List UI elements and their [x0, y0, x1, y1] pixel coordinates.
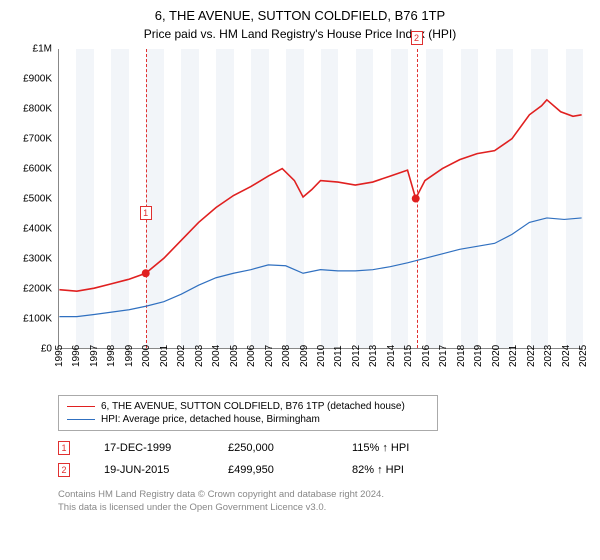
x-tick-label: 2023 [543, 345, 554, 367]
legend-row: 6, THE AVENUE, SUTTON COLDFIELD, B76 1TP… [67, 400, 429, 413]
y-tick-label: £700K [23, 133, 52, 144]
x-axis: 1995199619971998199920002001200220032004… [58, 351, 582, 389]
x-tick-label: 2007 [264, 345, 275, 367]
x-tick-label: 2016 [421, 345, 432, 367]
x-tick-label: 2013 [368, 345, 379, 367]
y-tick-label: £400K [23, 223, 52, 234]
x-tick-label: 2010 [316, 345, 327, 367]
x-tick-label: 1999 [124, 345, 135, 367]
y-tick-label: £200K [23, 283, 52, 294]
x-tick-label: 1996 [71, 345, 82, 367]
x-tick-label: 2004 [211, 345, 222, 367]
x-tick-label: 1997 [89, 345, 100, 367]
x-tick-label: 2025 [578, 345, 589, 367]
y-tick-label: £500K [23, 193, 52, 204]
x-tick-label: 2014 [386, 345, 397, 367]
sale-marker-dot [412, 194, 420, 202]
plot-area: 12 [58, 49, 582, 349]
x-tick-label: 2017 [438, 345, 449, 367]
y-tick-label: £100K [23, 313, 52, 324]
y-tick-label: £800K [23, 103, 52, 114]
y-tick-label: £900K [23, 73, 52, 84]
sale-row-marker: 1 [58, 441, 70, 455]
x-tick-label: 2008 [281, 345, 292, 367]
footer-attribution: Contains HM Land Registry data © Crown c… [58, 489, 588, 515]
sale-price: £250,000 [228, 442, 318, 454]
legend: 6, THE AVENUE, SUTTON COLDFIELD, B76 1TP… [58, 395, 438, 431]
x-tick-label: 2006 [246, 345, 257, 367]
chart-container: 6, THE AVENUE, SUTTON COLDFIELD, B76 1TP… [0, 0, 600, 560]
x-tick-label: 2000 [141, 345, 152, 367]
sale-row: 1 17-DEC-1999 £250,000 115% ↑ HPI [58, 437, 588, 459]
sale-marker-label: 2 [411, 31, 423, 45]
sales-table: 1 17-DEC-1999 £250,000 115% ↑ HPI 2 19-JUN-20… [58, 437, 588, 481]
sale-price: £499,950 [228, 464, 318, 476]
y-tick-label: £1M [33, 43, 52, 54]
x-tick-label: 2018 [456, 345, 467, 367]
sale-marker-dot [142, 269, 150, 277]
x-tick-label: 1998 [106, 345, 117, 367]
y-tick-label: £300K [23, 253, 52, 264]
y-axis: £0£100K£200K£300K£400K£500K£600K£700K£80… [12, 49, 56, 349]
x-tick-label: 2015 [403, 345, 414, 367]
sale-row-marker: 2 [58, 463, 70, 477]
x-tick-label: 2020 [491, 345, 502, 367]
footer-line-2: This data is licensed under the Open Gov… [58, 502, 588, 515]
x-tick-label: 2001 [159, 345, 170, 367]
chart-title: 6, THE AVENUE, SUTTON COLDFIELD, B76 1TP [12, 8, 588, 25]
y-tick-label: £600K [23, 163, 52, 174]
x-tick-label: 2009 [299, 345, 310, 367]
footer-line-1: Contains HM Land Registry data © Crown c… [58, 489, 588, 502]
chart-area: £0 £100K £200K £300K £400K £500K £600K £700K £80… [12, 49, 588, 389]
x-tick-label: 2021 [508, 345, 519, 367]
series-price-paid [59, 100, 581, 291]
x-tick-label: 2024 [561, 345, 572, 367]
sale-vs-hpi: 115% ↑ HPI [352, 442, 442, 454]
x-tick-label: 2019 [473, 345, 484, 367]
series-hpi [59, 218, 581, 317]
legend-row: HPI: Average price, detached house, Birm… [67, 413, 429, 426]
sale-row: 2 19-JUN-2015 £499,950 82% ↑ HPI [58, 459, 588, 481]
x-tick-label: 2022 [526, 345, 537, 367]
sale-date: 17-DEC-1999 [104, 442, 194, 454]
x-tick-label: 2002 [176, 345, 187, 367]
legend-swatch [67, 406, 95, 407]
x-tick-label: 2012 [351, 345, 362, 367]
sale-date: 19-JUN-2015 [104, 464, 194, 476]
x-tick-label: 1995 [54, 345, 65, 367]
legend-label: 6, THE AVENUE, SUTTON COLDFIELD, B76 1TP… [101, 401, 405, 412]
x-tick-label: 2005 [229, 345, 240, 367]
legend-label: HPI: Average price, detached house, Birm… [101, 414, 320, 425]
x-tick-label: 2003 [194, 345, 205, 367]
legend-swatch [67, 419, 95, 420]
sale-vs-hpi: 82% ↑ HPI [352, 464, 442, 476]
chart-subtitle: Price paid vs. HM Land Registry's House … [12, 27, 588, 41]
x-tick-label: 2011 [333, 345, 344, 367]
chart-svg [59, 49, 582, 348]
y-tick-label: £0 [41, 343, 52, 354]
